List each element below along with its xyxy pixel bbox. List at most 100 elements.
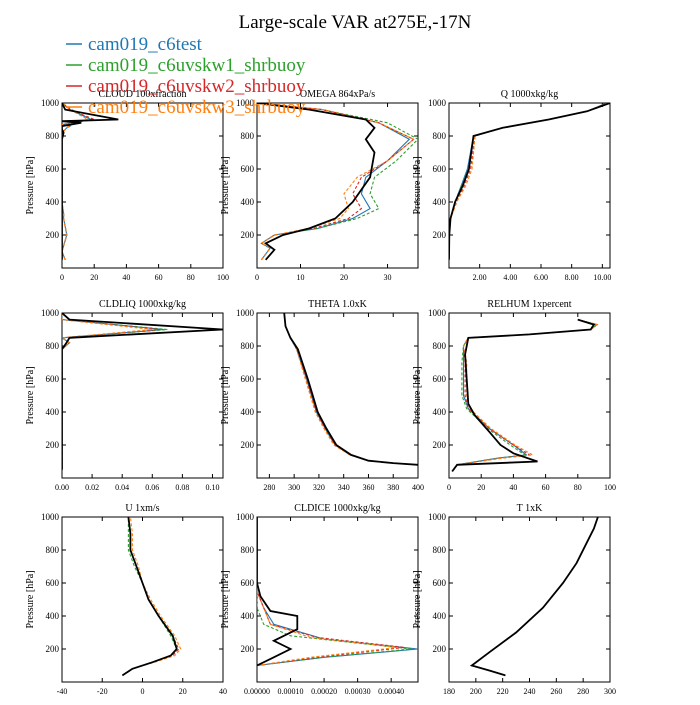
x-tick-label: 0.08 <box>175 483 189 492</box>
series-line-0 <box>449 103 608 260</box>
plot-frame <box>448 516 611 683</box>
series-line-2 <box>451 319 599 472</box>
x-tick-label: 20 <box>179 687 187 696</box>
x-tick-label: 6.00 <box>534 273 548 282</box>
x-tick-label: 0.00040 <box>378 687 404 696</box>
x-tick-label: 10.00 <box>593 273 611 282</box>
legend: cam019_c6testcam019_c6uvskw1_shrbuoycam0… <box>66 34 306 118</box>
x-tick-label: 380 <box>387 483 399 492</box>
y-tick-label: 600 <box>241 164 255 174</box>
y-tick-label: 1000 <box>428 512 447 522</box>
y-tick-label: 1000 <box>236 98 255 108</box>
x-tick-label: 0.00030 <box>345 687 371 696</box>
x-tick-label: 8.00 <box>565 273 579 282</box>
y-axis-label: Pressure [hPa] <box>220 366 231 424</box>
y-tick-label: 800 <box>46 545 60 555</box>
series-line-4 <box>121 517 178 677</box>
y-tick-label: 1000 <box>236 512 255 522</box>
y-tick-label: 400 <box>433 407 447 417</box>
x-tick-label: 40 <box>122 273 130 282</box>
y-tick-label: 200 <box>46 230 60 240</box>
x-tick-label: 180 <box>443 687 455 696</box>
panel-4: THETA 1.0xK Pressure [hPa] 200 400 600 800 100… <box>220 299 424 492</box>
x-tick-label: 260 <box>550 687 562 696</box>
x-tick-label: 360 <box>362 483 374 492</box>
x-tick-label: 40 <box>509 483 517 492</box>
y-tick-label: 200 <box>241 440 255 450</box>
y-axis-label: Pressure [hPa] <box>412 570 423 628</box>
x-tick-label: -40 <box>57 687 68 696</box>
x-tick-label: 220 <box>497 687 509 696</box>
y-axis-label: Pressure [hPa] <box>220 156 231 214</box>
x-tick-label: 0.04 <box>115 483 129 492</box>
series-line-1 <box>449 103 609 260</box>
x-tick-label: 300 <box>604 687 616 696</box>
x-tick-label: 80 <box>574 483 582 492</box>
x-tick-label: 300 <box>288 483 300 492</box>
x-tick-label: 100 <box>604 483 616 492</box>
x-tick-label: 400 <box>412 483 424 492</box>
panel-3: CLDLIQ 1000xkg/kg Pressure [hPa] 200 400 600… <box>25 299 224 492</box>
y-tick-label: 200 <box>433 644 447 654</box>
panel-title: T 1xK <box>517 503 543 514</box>
x-tick-label: 60 <box>155 273 163 282</box>
legend-label: cam019_c6uvskw2_shrbuoy <box>88 76 306 97</box>
y-axis-label: Pressure [hPa] <box>25 156 36 214</box>
y-axis-label: Pressure [hPa] <box>25 366 36 424</box>
y-tick-label: 200 <box>46 644 60 654</box>
y-tick-label: 600 <box>46 164 60 174</box>
series-line-0 <box>257 517 418 667</box>
y-tick-label: 200 <box>241 230 255 240</box>
x-tick-label: 80 <box>187 273 195 282</box>
x-tick-label: 20 <box>340 273 348 282</box>
series-line-4 <box>449 103 610 260</box>
x-tick-label: 4.00 <box>503 273 517 282</box>
y-tick-label: 200 <box>241 644 255 654</box>
panels: CLOUD 100xfraction Pressure [hPa] 200 400 60… <box>25 89 616 696</box>
y-tick-label: 400 <box>46 407 60 417</box>
series-line-4 <box>451 318 596 472</box>
panel-title: CLDICE 1000xkg/kg <box>294 503 380 514</box>
y-tick-label: 600 <box>241 374 255 384</box>
x-tick-label: 280 <box>577 687 589 696</box>
y-tick-label: 800 <box>433 545 447 555</box>
y-axis-label: Pressure [hPa] <box>412 156 423 214</box>
series-line-1 <box>257 517 412 667</box>
legend-item: cam019_c6uvskw2_shrbuoy <box>66 76 306 97</box>
series-line-2 <box>449 103 608 260</box>
y-tick-label: 400 <box>46 611 60 621</box>
x-tick-label: 0.00020 <box>311 687 337 696</box>
y-axis-label: Pressure [hPa] <box>220 570 231 628</box>
panel-title: OMEGA 864xPa/s <box>300 89 375 100</box>
y-tick-label: 400 <box>241 407 255 417</box>
y-tick-label: 1000 <box>428 98 447 108</box>
y-tick-label: 400 <box>241 611 255 621</box>
y-axis-label: Pressure [hPa] <box>25 570 36 628</box>
series-line-0 <box>451 319 599 472</box>
y-tick-label: 800 <box>241 545 255 555</box>
x-tick-label: 100 <box>217 273 229 282</box>
x-tick-label: 0.00000 <box>244 687 270 696</box>
x-tick-label: 0.00010 <box>278 687 304 696</box>
y-tick-label: 800 <box>433 341 447 351</box>
series-line-3 <box>257 103 415 261</box>
x-tick-label: 320 <box>313 483 325 492</box>
y-tick-label: 800 <box>433 131 447 141</box>
series-line-4 <box>257 103 376 261</box>
y-tick-label: 1000 <box>41 308 60 318</box>
plot-frame <box>448 312 611 479</box>
panel-title: CLOUD 100xfraction <box>98 89 186 100</box>
y-tick-label: 600 <box>46 374 60 384</box>
x-tick-label: 20 <box>477 483 485 492</box>
legend-label: cam019_c6uvskw3_shrbuoy <box>88 97 306 118</box>
legend-item: cam019_c6uvskw3_shrbuoy <box>66 97 306 118</box>
x-tick-label: 200 <box>470 687 482 696</box>
series-line-2 <box>283 313 418 466</box>
panel-2: Q 1000xkg/kg Pressure [hPa] 200 400 600 800 10… <box>412 89 611 282</box>
series-line-0 <box>283 313 418 466</box>
y-tick-label: 400 <box>433 611 447 621</box>
y-tick-label: 800 <box>46 341 60 351</box>
x-tick-label: 0.10 <box>205 483 219 492</box>
panel-title: RELHUM 1xpercent <box>487 299 571 310</box>
